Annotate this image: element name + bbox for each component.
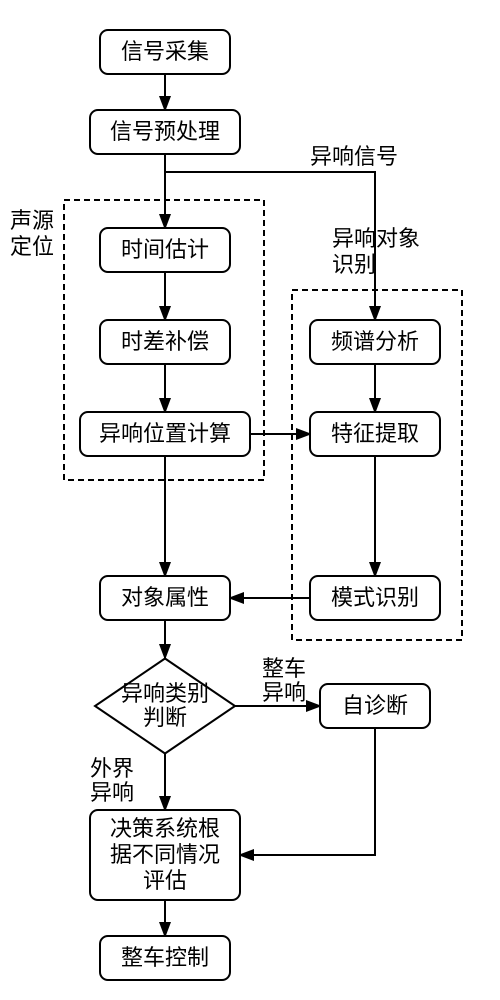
node-label-n7: 特征提取 [331,421,419,446]
group-label-g2-2: 识别 [332,252,376,277]
node-label-n12-3: 评估 [143,868,187,893]
node-label-n9: 对象属性 [121,585,209,610]
node-label-n12-2: 据不同情况 [110,842,220,867]
node-label-n4: 时差补偿 [121,329,209,354]
label-l_vehicle2: 异响 [262,680,306,705]
node-label-n10-2: 判断 [143,705,187,730]
group-label-g1-1: 声源 [10,208,54,233]
group-label-g1-2: 定位 [10,234,54,259]
node-label-n2: 信号预处理 [110,119,220,144]
node-label-n5: 异响位置计算 [99,421,231,446]
node-label-n8: 模式识别 [331,585,419,610]
flowchart-canvas: 信号采集信号预处理时间估计时差补偿异响位置计算频谱分析特征提取模式识别对象属性异… [0,0,500,1000]
node-label-n13: 整车控制 [121,945,209,970]
label-l_ext2: 异响 [90,780,134,805]
node-label-n10-1: 异响类别 [121,681,209,706]
label-l_vehicle1: 整车 [262,656,306,681]
node-label-n11: 自诊断 [342,693,408,718]
edge-n11-n12 [240,728,375,855]
node-label-n1: 信号采集 [121,39,209,64]
node-label-n6: 频谱分析 [331,329,419,354]
node-label-n12-1: 决策系统根 [110,816,220,841]
label-l_ext1: 外界 [90,756,134,781]
node-label-n3: 时间估计 [121,237,209,262]
label-l_signal: 异响信号 [310,144,398,169]
group-label-g2-1: 异响对象 [332,226,420,251]
